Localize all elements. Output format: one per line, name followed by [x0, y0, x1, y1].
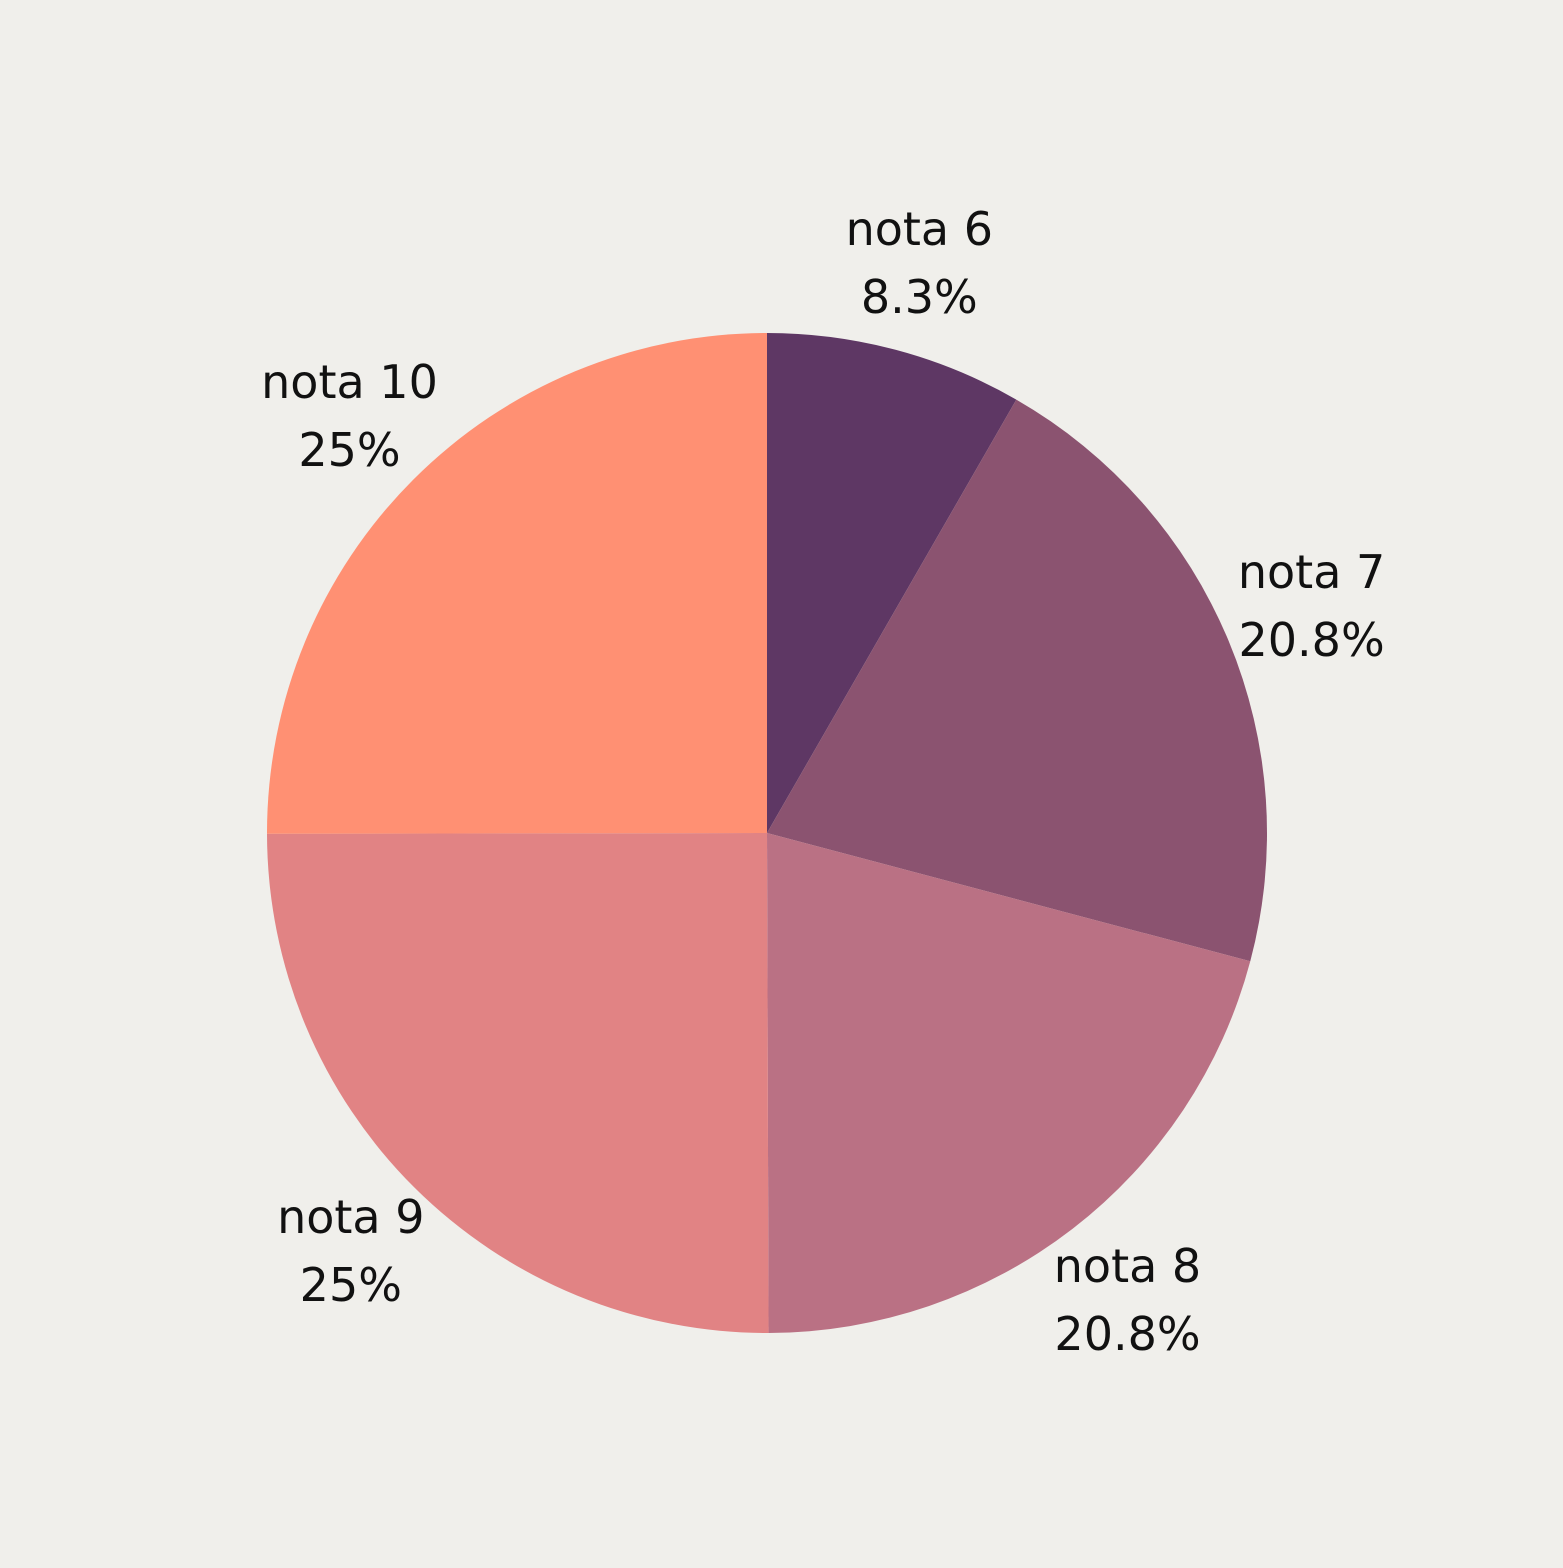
slice-value-label: 20.8%	[1239, 613, 1385, 667]
pie-slices	[266, 333, 1268, 1334]
slice-value-label: 25%	[300, 1258, 402, 1312]
pie-slice-nota-7	[767, 399, 1268, 962]
slice-label: nota 9	[277, 1190, 424, 1244]
slice-value-label: 8.3%	[861, 270, 978, 324]
slice-label: nota 6	[846, 202, 993, 256]
slice-label: nota 10	[261, 355, 438, 409]
slice-label: nota 7	[1238, 545, 1385, 599]
pie-slice-nota-6	[767, 333, 1017, 833]
slice-value-label: 25%	[298, 423, 400, 477]
slice-label: nota 8	[1054, 1239, 1201, 1293]
slice-value-label: 20.8%	[1054, 1307, 1200, 1361]
pie-slice-nota-8	[767, 833, 1251, 1333]
pie-slice-nota-10	[266, 333, 767, 834]
pie-labels: nota 6 8.3% nota 7 20.8% nota 8 20.8% nota 9 25…	[261, 202, 1385, 1361]
pie-slice-nota-9	[267, 833, 769, 1334]
